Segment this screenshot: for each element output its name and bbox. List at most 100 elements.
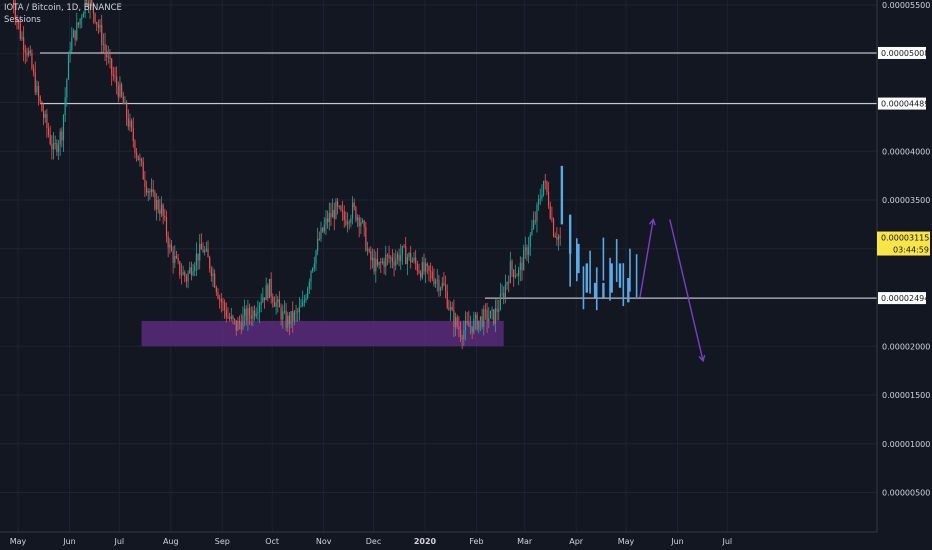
price-axis[interactable]: 0.00005500 0.00005008 0.00004489 0.00004000… — [878, 1, 930, 498]
candle-body — [318, 238, 320, 240]
time-axis[interactable]: May Jun Jul Aug Sep Oct Nov Dec 2020 Feb Mar Apr May… — [10, 537, 732, 546]
symbol-title[interactable]: IOTA / Bitcoin, 1D, BINANCE — [4, 3, 122, 13]
candle-body — [258, 304, 261, 313]
candle-body — [34, 72, 36, 93]
candle-body — [356, 217, 359, 221]
candle-body — [250, 315, 252, 319]
candle-body — [29, 50, 31, 54]
candle-body — [106, 50, 108, 58]
candle-body — [513, 269, 515, 278]
candle-body — [441, 283, 443, 289]
candle-body — [554, 236, 556, 238]
candle-body — [227, 317, 229, 319]
candle-body — [33, 68, 35, 73]
time-axis-label: Jun — [670, 537, 684, 546]
candle-body — [454, 317, 457, 327]
candle-body — [127, 118, 129, 127]
candle-body — [523, 250, 525, 271]
candle-body — [152, 189, 154, 193]
projection-bar — [593, 282, 597, 298]
candle-body — [361, 220, 364, 223]
candle-body — [240, 322, 242, 330]
candle-body — [42, 111, 45, 118]
candle-body — [471, 326, 473, 333]
projection-bar — [577, 243, 580, 274]
candle-body — [337, 201, 339, 207]
candle-body — [210, 268, 212, 277]
candle-body — [94, 13, 96, 23]
candle-body — [401, 246, 403, 256]
candle-body — [91, 0, 93, 4]
forecast-arrows — [639, 218, 706, 363]
candle-body — [69, 50, 71, 55]
candle-body — [468, 322, 470, 327]
projection-bar — [585, 263, 588, 293]
price-label-box — [878, 97, 926, 110]
candle-body — [21, 37, 23, 39]
candle-body — [129, 120, 131, 127]
candle-body — [380, 261, 382, 263]
candle-body — [290, 311, 292, 325]
candle-body — [343, 211, 345, 221]
candle-body — [142, 161, 144, 180]
candle-body — [448, 307, 450, 310]
candle-body — [275, 302, 277, 307]
candle-body — [37, 86, 40, 97]
price-axis-label: 0.00004489 — [881, 100, 929, 109]
candle-body — [458, 326, 460, 331]
candle-body — [220, 299, 222, 303]
candle-body — [126, 102, 128, 119]
candle-body — [519, 262, 521, 270]
candle-body — [415, 257, 417, 264]
projection-bars — [560, 165, 638, 311]
candle-body — [185, 276, 188, 282]
indicator-label[interactable]: Sessions — [4, 15, 41, 25]
candle-body — [518, 269, 520, 276]
candle-body — [184, 272, 186, 277]
candle-body — [209, 257, 211, 269]
candle-body — [547, 191, 550, 206]
candle-body — [217, 292, 219, 299]
candle-body — [322, 227, 324, 232]
candle-body — [59, 131, 61, 145]
candle-body — [504, 284, 506, 298]
candle-body — [225, 309, 227, 318]
chart-legend[interactable]: IOTA / Bitcoin, 1D, BINANCE Sessions — [4, 2, 122, 26]
candle-body — [295, 311, 297, 313]
candle-body — [541, 194, 543, 199]
candle-body — [144, 179, 146, 188]
candle-body — [165, 217, 168, 237]
candle-body — [262, 297, 264, 303]
candle-body — [272, 296, 274, 303]
candle-body — [327, 218, 329, 223]
time-axis-label: Jul — [114, 537, 125, 546]
candle-body — [139, 158, 141, 161]
candle-body — [170, 244, 173, 251]
candle-body — [538, 199, 540, 205]
candle-body — [413, 257, 415, 261]
candle-body — [323, 224, 325, 232]
candle-body — [278, 299, 281, 308]
candle-body — [433, 278, 435, 285]
forecast-arrowhead — [648, 218, 656, 226]
candle-body — [23, 37, 25, 50]
candle-body — [167, 236, 169, 248]
candle-body — [200, 243, 202, 250]
candle-body — [96, 22, 98, 25]
candle-body — [524, 247, 526, 251]
candle-body — [47, 127, 50, 135]
candle-body — [243, 308, 246, 316]
candle-body — [408, 253, 410, 258]
candle-body — [112, 74, 114, 77]
candle-body — [111, 58, 113, 75]
candle-body — [461, 337, 463, 340]
horizontal-lines — [40, 52, 877, 299]
candle-body — [195, 253, 197, 266]
candle-body — [57, 144, 60, 152]
candle-body — [491, 309, 493, 311]
candle-body — [86, 0, 88, 3]
candle-body — [234, 318, 236, 321]
candle-body — [410, 253, 412, 263]
candle-body — [307, 288, 309, 298]
